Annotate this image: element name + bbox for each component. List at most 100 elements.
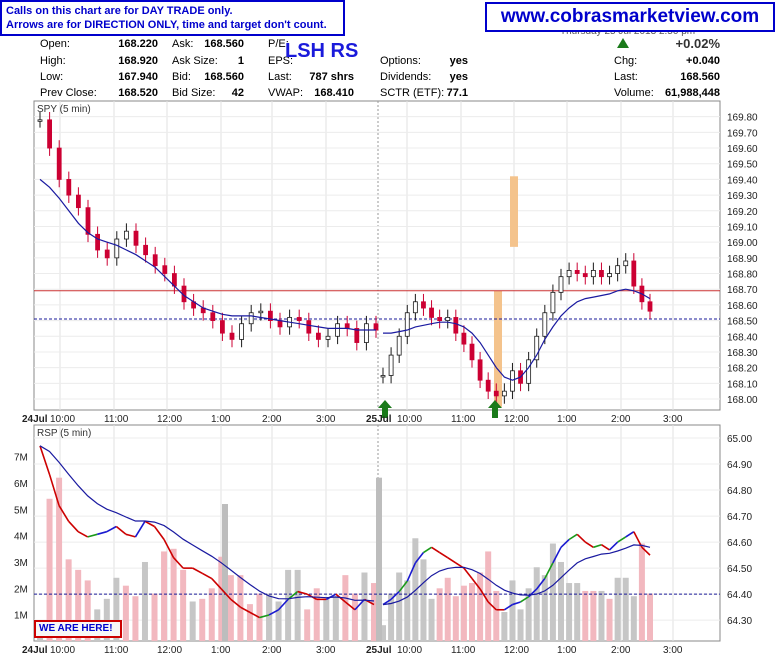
rsp-price-segment	[230, 598, 241, 608]
rsp-price-segment	[115, 525, 127, 535]
rsp-y-tick-label: 64.50	[727, 564, 752, 575]
prev-close-value: 168.520	[118, 87, 158, 99]
spy-day1-candle-body	[363, 323, 369, 343]
eps-label: EPS:	[268, 55, 294, 67]
spy-day2-candle-body	[599, 270, 604, 278]
spy-day1-candle-body	[114, 238, 120, 259]
rsp-price-segment	[68, 520, 79, 533]
spy-day1-candle-body	[277, 320, 283, 328]
spy-day1-candle-body	[267, 310, 273, 321]
spy-day2-candle-body	[421, 301, 426, 309]
spy-day2-candle-body	[477, 359, 483, 381]
spy-day1-candle-body	[152, 254, 158, 267]
rsp-price-segment	[536, 578, 546, 590]
spy-y-tick-label: 169.80	[727, 113, 758, 124]
spy-x-tick-label: 12:00	[157, 414, 182, 425]
rsp-price-segment	[617, 536, 627, 543]
dividends-label: Dividends:	[380, 71, 432, 83]
spy-day1-candle-body	[85, 207, 91, 235]
rsp-price-segment	[344, 601, 356, 611]
volume-bar	[218, 556, 225, 641]
spy-y-tick-label: 168.90	[727, 254, 758, 265]
rsp-price-segment	[568, 533, 578, 541]
spy-day2-candle-body	[437, 317, 443, 321]
last-price-value: 168.560	[680, 71, 720, 83]
spy-day1-candle-body	[133, 230, 139, 246]
up-arrow-icon	[378, 400, 392, 418]
volume-bar	[180, 569, 187, 641]
rsp-price-segment	[552, 546, 562, 564]
volume-bar	[103, 598, 110, 641]
volume-bar	[566, 583, 573, 641]
rsp-price-segment	[259, 614, 270, 619]
spy-day1-candle-body	[47, 119, 52, 149]
volume-tick-label: 3M	[14, 558, 28, 569]
rsp-price-segment	[414, 552, 425, 564]
volume-tick-label: 7M	[14, 453, 28, 464]
spy-day2-candle-body	[501, 390, 507, 397]
rsp-price-segment	[144, 520, 155, 528]
ask-size-value: 1	[237, 55, 244, 67]
volume-bar	[56, 477, 63, 641]
spy-day2-candle-body	[526, 359, 532, 384]
volume-bar	[614, 577, 621, 641]
spy-day2-candle-body	[542, 312, 548, 337]
volume-label: Volume:	[614, 87, 654, 99]
website-banner[interactable]: www.cobrasmarketview.com	[485, 2, 775, 32]
rsp-y-tick-label: 65.00	[727, 434, 752, 445]
volume-bar	[323, 598, 330, 641]
bid-value: 168.560	[204, 71, 244, 83]
we-are-here-label: WE ARE HERE!	[34, 620, 122, 638]
spy-y-tick-label: 169.20	[727, 207, 758, 218]
spy-day2-candle-body	[582, 273, 588, 278]
spy-day1-candle-body	[104, 249, 110, 259]
spy-day1-candle-body	[335, 323, 341, 337]
rsp-price-segment	[625, 531, 635, 538]
rsp-price-segment	[382, 598, 392, 606]
options-value: yes	[449, 55, 468, 67]
volume-bar	[332, 596, 339, 641]
bid-size-value: 42	[231, 87, 244, 99]
spy-x-tick-label: 24Jul	[22, 414, 48, 425]
volume-bar	[493, 590, 500, 641]
spy-day2-candle-body	[461, 332, 467, 345]
rsp-x-tick-label: 2:00	[611, 645, 631, 656]
rsp-price-segment	[406, 562, 417, 582]
high-value: 168.920	[118, 55, 158, 67]
spy-day2-candle-body	[485, 379, 491, 392]
sctr-label: SCTR (ETF):	[380, 87, 445, 99]
volume-bar	[477, 572, 484, 641]
volume-bar	[469, 583, 475, 641]
volume-bar	[549, 543, 556, 641]
last-size-value: 787 shrs	[309, 71, 354, 83]
rsp-x-tick-label: 11:00	[104, 645, 129, 656]
rsp-price-segment	[77, 530, 89, 538]
rsp-y-tick-label: 64.30	[727, 616, 752, 627]
spy-y-tick-label: 169.50	[727, 160, 758, 171]
spy-y-tick-label: 169.70	[727, 128, 758, 139]
prev-close-label: Prev Close:	[40, 87, 97, 99]
rsp-price-segment	[58, 505, 70, 522]
volume-bar	[428, 598, 435, 641]
last-size-label: Last:	[268, 71, 292, 83]
volume-bar	[501, 612, 508, 641]
spy-day2-candle-body	[396, 335, 402, 356]
spy-day2-candle-body	[453, 317, 459, 334]
open-value: 168.220	[118, 38, 158, 50]
volume-bar	[304, 609, 311, 641]
dividends-value: yes	[449, 71, 468, 83]
volume-spike-bar	[222, 504, 228, 641]
spy-day2-candle-body	[550, 291, 556, 314]
up-triangle-icon	[617, 38, 629, 48]
rsp-price-segment	[608, 541, 619, 551]
spy-y-tick-label: 168.40	[727, 332, 758, 343]
rsp-panel-title: RSP (5 min)	[37, 428, 91, 439]
spy-day2-candle-body	[590, 270, 596, 278]
volume-bar	[342, 575, 349, 641]
rsp-price-segment	[487, 601, 497, 611]
volume-bar	[436, 588, 443, 641]
rsp-price-segment	[439, 551, 449, 559]
rsp-x-tick-label: 12:00	[504, 645, 529, 656]
volume-bar	[189, 601, 196, 641]
volume-bar	[404, 580, 411, 641]
